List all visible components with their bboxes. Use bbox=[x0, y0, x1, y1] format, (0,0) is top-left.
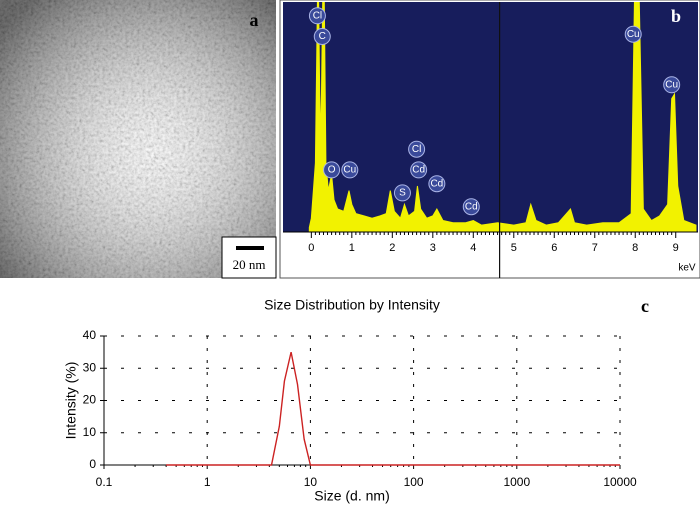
peak-marker bbox=[410, 161, 428, 179]
peak-label: Cd bbox=[430, 178, 443, 189]
peak-label: S bbox=[399, 188, 406, 199]
y-tick-label: 10 bbox=[83, 425, 97, 439]
x-tick-label: 7 bbox=[592, 242, 598, 254]
x-tick-label: 9 bbox=[673, 242, 679, 254]
scale-bar bbox=[236, 246, 264, 250]
peak-marker bbox=[393, 184, 411, 202]
y-axis-label: Intensity (%) bbox=[63, 362, 79, 440]
y-tick-label: 40 bbox=[83, 328, 97, 342]
peak-marker bbox=[313, 28, 331, 45]
peak-marker bbox=[341, 161, 359, 179]
x-tick-label: 3 bbox=[430, 242, 436, 254]
tem-panel: a 20 nm bbox=[0, 0, 277, 279]
y-tick-label: 20 bbox=[83, 393, 97, 407]
x-tick-label: 1 bbox=[349, 242, 355, 254]
series-line bbox=[166, 351, 620, 466]
panel-label: b bbox=[671, 6, 681, 26]
peak-label: Cu bbox=[627, 29, 640, 40]
peak-marker bbox=[428, 175, 446, 193]
peak-label: C bbox=[319, 31, 326, 42]
x-tick-label: 10000 bbox=[603, 475, 637, 489]
scale-bar-label: 20 nm bbox=[233, 257, 266, 272]
panel-label: c bbox=[641, 296, 649, 316]
peak-label: Cd bbox=[465, 201, 478, 212]
x-tick-label: 5 bbox=[511, 242, 517, 254]
peak-marker bbox=[408, 140, 426, 158]
y-tick-label: 0 bbox=[89, 457, 96, 471]
peak-marker bbox=[462, 198, 480, 216]
peak-marker bbox=[308, 7, 326, 25]
x-axis-label: keV bbox=[678, 263, 696, 274]
chart-title: Size Distribution by Intensity bbox=[264, 297, 440, 313]
panel-label: a bbox=[250, 10, 259, 30]
peak-label: Cd bbox=[412, 165, 425, 176]
scale-bar-box bbox=[221, 236, 277, 279]
x-tick-label: 1 bbox=[204, 475, 211, 489]
tem-shading bbox=[0, 0, 276, 278]
x-tick-label: 1000 bbox=[503, 475, 530, 489]
peak-marker bbox=[663, 76, 681, 94]
x-tick-label: 2 bbox=[389, 242, 395, 254]
peak-label: O bbox=[328, 165, 336, 176]
peak-label: Cu bbox=[665, 79, 678, 90]
x-tick-label: 10 bbox=[304, 475, 318, 489]
x-tick-label: 100 bbox=[404, 475, 424, 489]
x-tick-label: 6 bbox=[551, 242, 557, 254]
x-tick-label: 8 bbox=[632, 242, 638, 254]
x-tick-label: 0.1 bbox=[96, 475, 113, 489]
y-tick-label: 30 bbox=[83, 360, 97, 374]
x-tick-label: 0 bbox=[308, 242, 314, 254]
x-axis-label: Size (d. nm) bbox=[314, 488, 389, 504]
peak-label: Cu bbox=[343, 165, 356, 176]
peak-marker bbox=[323, 161, 341, 179]
x-tick-label: 4 bbox=[470, 242, 476, 254]
peak-label: Cl bbox=[313, 10, 322, 21]
peak-marker bbox=[624, 25, 642, 43]
peak-label: Cl bbox=[412, 144, 421, 155]
